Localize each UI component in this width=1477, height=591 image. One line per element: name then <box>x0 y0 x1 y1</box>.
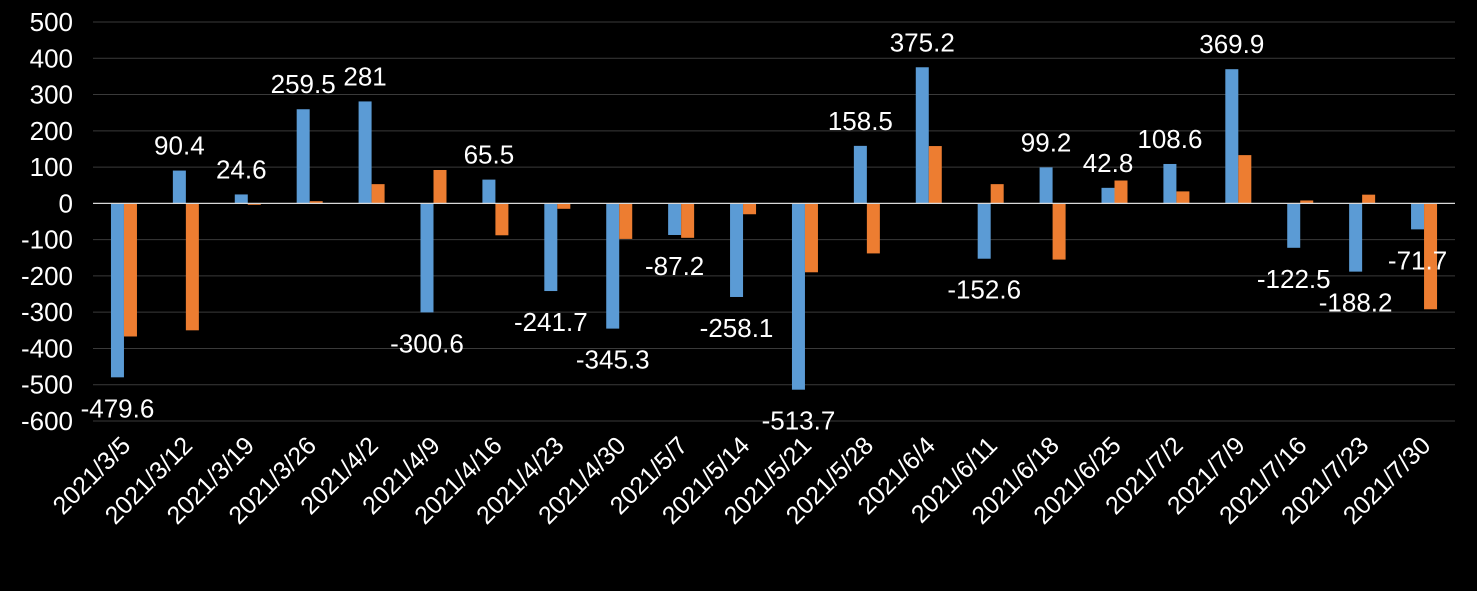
data-label: 42.8 <box>1083 148 1134 178</box>
bar-series-2 <box>123 203 137 337</box>
y-tick-label: 500 <box>30 7 73 37</box>
bar-series-1 <box>1101 187 1115 204</box>
bar-series-1 <box>668 203 682 235</box>
y-tick-label: 400 <box>30 43 73 73</box>
bar-series-2 <box>309 201 323 204</box>
bar-series-1 <box>1163 163 1177 204</box>
bar-series-2 <box>1424 203 1438 310</box>
bar-series-2 <box>928 146 942 204</box>
data-label: 90.4 <box>154 131 205 161</box>
bar-series-2 <box>804 203 818 273</box>
bar-series-1 <box>977 203 991 259</box>
bar-series-1 <box>1349 203 1363 272</box>
data-label: 65.5 <box>464 140 515 170</box>
y-tick-label: -600 <box>21 406 73 436</box>
y-tick-label: -400 <box>21 333 73 363</box>
data-label: -152.6 <box>947 275 1021 305</box>
data-label: 158.5 <box>828 106 893 136</box>
data-labels: -479.6 90.4 24.6 259.5 281 -300.6 65.5 -241.7 -3… <box>81 27 1448 435</box>
data-label: 99.2 <box>1021 127 1072 157</box>
data-label: -513.7 <box>762 406 836 436</box>
bar-series-2 <box>681 203 695 238</box>
bar-series-1 <box>1411 203 1425 230</box>
bar-series-2 <box>1362 194 1376 204</box>
y-tick-label: -100 <box>21 225 73 255</box>
bar-series-2 <box>1176 191 1190 204</box>
data-label: -241.7 <box>514 307 588 337</box>
bar-series-2 <box>866 203 880 254</box>
bars <box>110 67 1438 390</box>
bar-series-1 <box>296 109 310 204</box>
data-label: 24.6 <box>216 154 267 184</box>
y-tick-label: -500 <box>21 370 73 400</box>
bar-series-2 <box>619 203 633 239</box>
y-tick-label: 100 <box>30 152 73 182</box>
y-tick-label: 200 <box>30 116 73 146</box>
data-label: -122.5 <box>1257 264 1331 294</box>
bar-series-1 <box>915 67 929 204</box>
bar-series-1 <box>1225 69 1239 204</box>
data-label: -300.6 <box>390 328 464 358</box>
bar-series-2 <box>185 203 199 331</box>
bar-series-2 <box>743 203 757 215</box>
bar-series-2 <box>371 184 385 204</box>
data-label: 108.6 <box>1137 124 1202 154</box>
bar-series-1 <box>482 179 496 204</box>
bar-series-1 <box>110 203 124 378</box>
bar-series-1 <box>853 145 867 204</box>
data-label: 375.2 <box>890 27 955 57</box>
bar-series-2 <box>1114 180 1128 204</box>
x-axis-ticks: 2021/3/52021/3/122021/3/192021/3/262021/… <box>48 431 1437 530</box>
data-label: -479.6 <box>81 393 155 423</box>
y-tick-label: 300 <box>30 80 73 110</box>
data-label: -188.2 <box>1319 288 1393 318</box>
data-label: -258.1 <box>700 313 774 343</box>
bar-series-2 <box>247 203 261 205</box>
bar-series-2 <box>990 184 1004 204</box>
data-label: 369.9 <box>1199 29 1264 59</box>
y-tick-label: -300 <box>21 297 73 327</box>
bar-series-1 <box>172 170 186 204</box>
bar-series-1 <box>1039 167 1053 204</box>
bar-series-1 <box>358 101 372 204</box>
bar-series-2 <box>557 203 571 209</box>
bar-series-2 <box>1052 203 1066 260</box>
data-label: -71.7 <box>1388 245 1447 275</box>
data-label: 259.5 <box>271 69 336 99</box>
bar-series-1 <box>544 203 558 292</box>
bar-series-1 <box>420 203 434 313</box>
y-tick-label: 0 <box>59 188 73 218</box>
data-label: 281 <box>343 61 386 91</box>
data-label: -87.2 <box>645 251 704 281</box>
y-axis-ticks: 500 400 300 200 100 0 -100 -200 -300 -400 -500 -600 <box>21 7 73 436</box>
data-label: -345.3 <box>576 345 650 375</box>
gridlines <box>93 21 1455 422</box>
bar-series-1 <box>234 194 248 204</box>
bar-series-1 <box>1287 203 1301 248</box>
y-tick-label: -200 <box>21 261 73 291</box>
bar-series-1 <box>791 203 805 390</box>
bar-series-2 <box>433 169 447 204</box>
bar-series-2 <box>1300 200 1314 204</box>
bar-series-1 <box>730 203 744 297</box>
bar-series-2 <box>495 203 509 236</box>
bar-series-1 <box>606 203 620 329</box>
bar-series-2 <box>1238 155 1252 204</box>
